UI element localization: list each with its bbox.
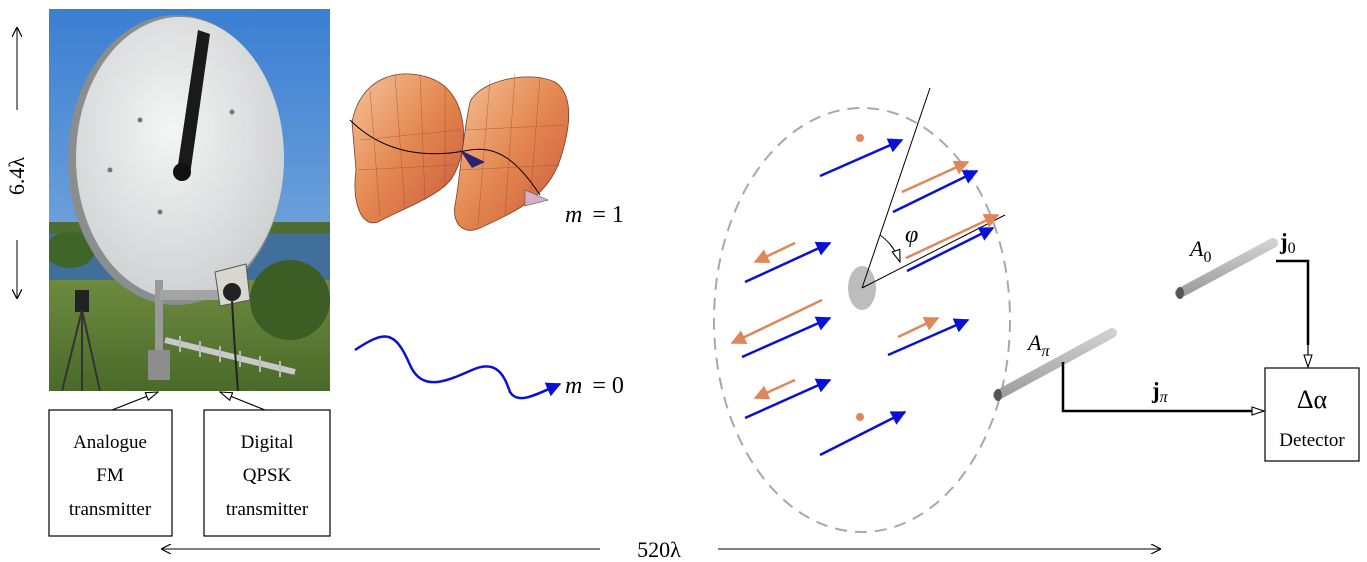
svg-text:Aπ: Aπ [1026, 330, 1050, 360]
a-zero-sub: 0 [1203, 249, 1211, 266]
digital-line-1: Digital [241, 432, 294, 453]
antenna-a-zero [1175, 238, 1278, 299]
mode-m1-value: = 1 [592, 202, 624, 228]
antenna-a-pi [993, 328, 1117, 401]
a-zero-base: A [1188, 236, 1204, 261]
digital-line-3: transmitter [226, 499, 309, 520]
width-label: 520λ [637, 537, 681, 562]
helical-wavefront-m1 [349, 73, 570, 231]
digital-line-2: QPSK [243, 465, 292, 486]
detector-label: Detector [1279, 430, 1345, 451]
mode-m1-symbol: m [565, 202, 582, 228]
mode-m0-value: = 0 [592, 373, 624, 399]
j-pi-sub: π [1160, 389, 1169, 406]
width-dimension: 520λ [162, 537, 1160, 562]
j-zero-base: j [1279, 229, 1288, 254]
mode-m0-symbol: m [565, 373, 582, 399]
svg-text:m = 0: m = 0 [565, 373, 624, 399]
analogue-line-3: transmitter [69, 499, 152, 520]
svg-text:A0: A0 [1188, 236, 1211, 266]
dish-photo [49, 9, 330, 391]
a-pi-base: A [1026, 330, 1042, 355]
analogue-line-1: Analogue [73, 432, 147, 453]
feed-arm-icon [176, 30, 210, 178]
detector-symbol: Δα [1297, 385, 1328, 414]
wavefront-ellipse: φ [713, 87, 1011, 533]
j-pi-base: j [1151, 378, 1160, 403]
svg-text:m = 1: m = 1 [565, 202, 624, 228]
height-dimension: 6.4λ [4, 28, 29, 298]
detector-box: Δα Detector [1264, 367, 1360, 462]
analogue-line-2: FM [96, 465, 124, 486]
analogue-transmitter-box: Analogue FM transmitter [48, 409, 173, 537]
svg-text:j0: j0 [1279, 229, 1296, 257]
height-label: 6.4λ [4, 157, 29, 196]
plane-wave-m0 [354, 335, 562, 400]
svg-text:jπ: jπ [1151, 378, 1169, 406]
digital-transmitter-box: Digital QPSK transmitter [203, 409, 331, 537]
a-pi-sub: π [1041, 343, 1050, 360]
angle-phi-label: φ [905, 222, 918, 248]
j-zero-sub: 0 [1288, 240, 1296, 257]
